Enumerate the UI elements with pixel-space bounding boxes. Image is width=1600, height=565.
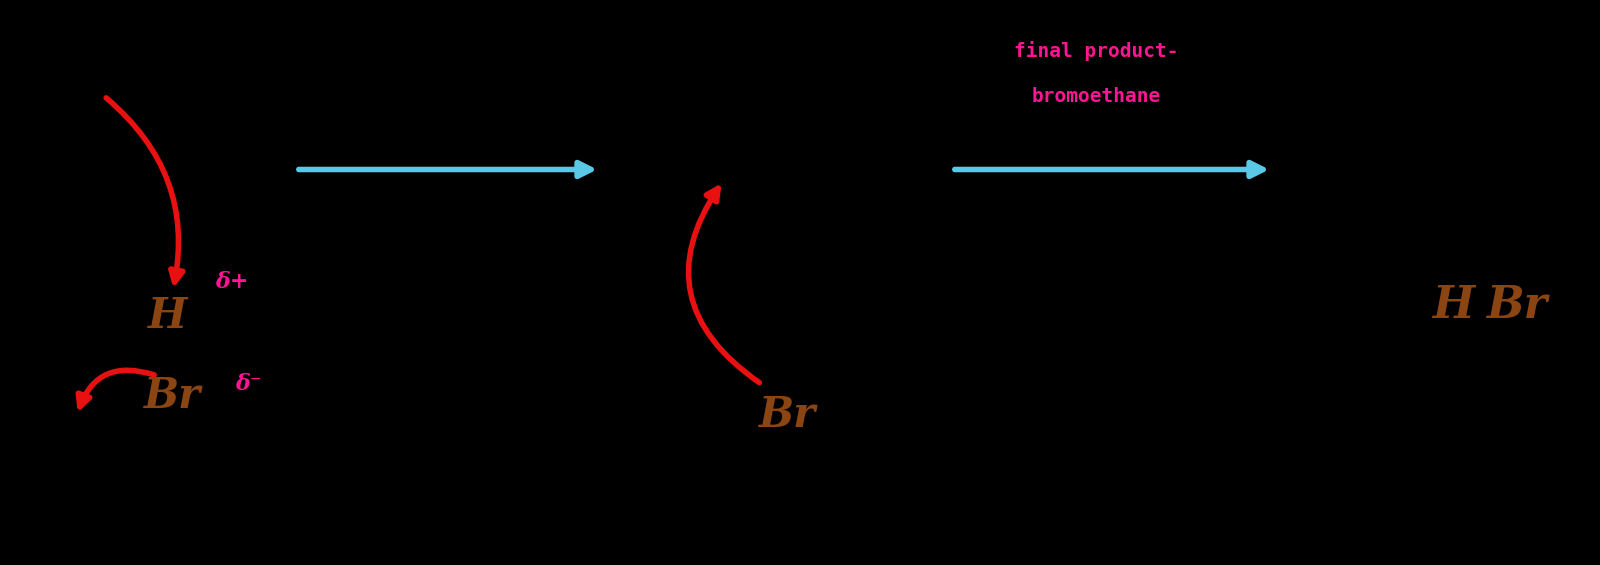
Text: final product-: final product- xyxy=(1014,41,1178,61)
Text: Br: Br xyxy=(144,375,202,416)
Text: Br: Br xyxy=(1486,284,1547,327)
Text: H: H xyxy=(1432,284,1474,327)
Text: δ⁻: δ⁻ xyxy=(235,373,261,395)
Text: H: H xyxy=(149,295,187,337)
Text: bromoethane: bromoethane xyxy=(1032,86,1160,106)
Text: Br: Br xyxy=(758,394,816,436)
Text: δ+: δ+ xyxy=(216,272,248,293)
